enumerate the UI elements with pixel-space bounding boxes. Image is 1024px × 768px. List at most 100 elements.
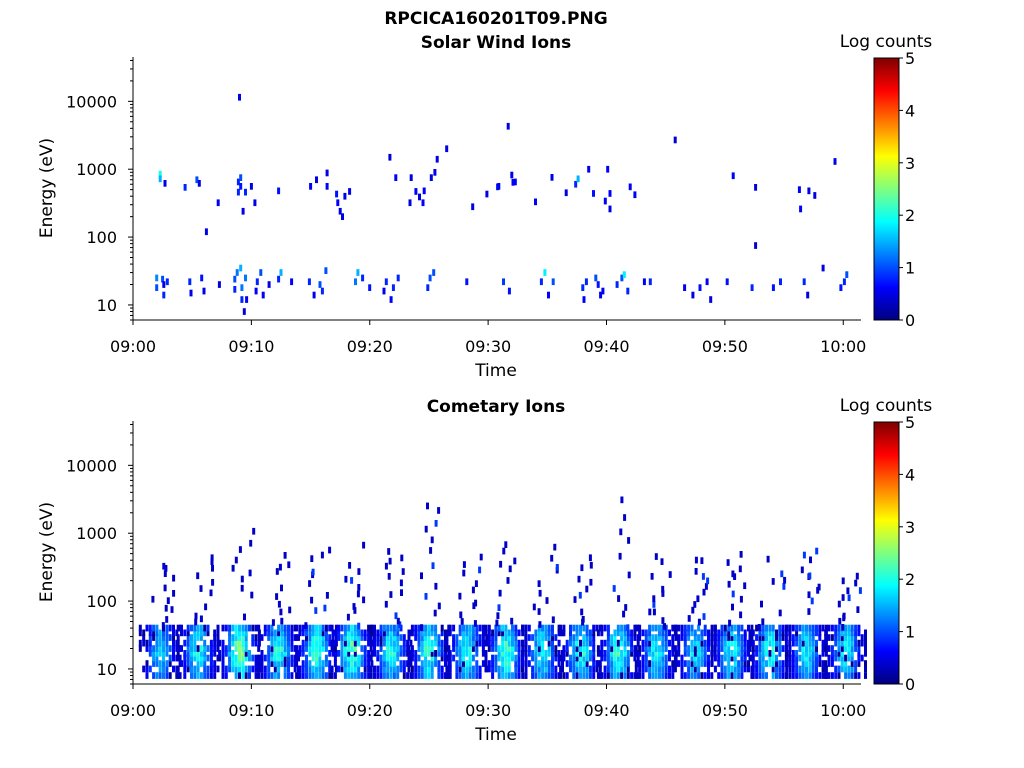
spectrogram-cell [565,639,569,647]
spectrogram-cell [584,278,588,286]
spectrogram-cell [623,624,627,632]
spectrogram-cell [661,654,665,662]
spectrogram-cell [673,624,677,632]
spectrogram-cell [561,665,564,673]
spectrogram-cell [471,645,475,652]
spectrogram-cell [818,672,822,679]
spectrogram-cell [768,654,772,662]
spectrogram-cell [155,645,159,652]
spectrogram-cell [620,665,624,673]
spectrogram-cell [437,665,441,673]
spectrogram-cell [844,624,848,632]
spectrogram-cell [347,634,351,641]
spectrogram-cell [424,639,428,647]
spectrogram-cell [651,624,655,632]
spectrogram-cell [287,654,290,662]
spectrogram-cell [517,639,521,647]
spectrogram-cell [680,654,684,662]
spectrogram-cell [677,645,681,652]
spectrogram-cell [347,660,351,667]
spectrogram-cell [723,624,727,632]
spectrogram-cell [280,624,284,632]
spectrogram-cell [569,624,572,632]
spectrogram-cell [654,660,658,667]
spectrogram-cell [155,650,159,657]
spectrogram-cell [850,665,854,673]
spectrogram-cell [343,660,347,667]
spectrogram-cell [644,665,648,673]
spectrogram-cell [388,153,392,161]
spectrogram-cell [270,645,274,652]
spectrogram-cell [641,660,645,667]
spectrogram-cell [324,267,328,274]
spectrogram-cell [183,660,187,667]
spectrogram-cell [273,654,277,662]
spectrogram-cell [305,672,308,679]
spectrogram-cell [527,660,531,667]
spectrogram-cell [687,645,691,652]
spectrogram-cell [175,629,179,637]
spectrogram-cell [630,672,634,679]
y-tick-label: 100 [86,592,117,611]
spectrogram-cell [641,654,645,662]
spectrogram-cell [710,672,714,679]
spectrogram-cell [554,672,558,679]
spectrogram-cell [784,639,788,647]
spectrogram-cell [805,639,808,647]
spectrogram-cell [465,629,469,637]
spectrogram-cell [297,654,300,662]
spectrogram-cell [703,629,707,637]
spectrogram-cell [357,665,361,673]
spectrogram-cell [391,284,395,291]
spectrogram-cell [434,520,438,527]
spectrogram-cell [401,568,405,575]
colorbar-tick-label: 3 [905,518,915,537]
spectrogram-cell [579,645,582,652]
spectrogram-cell [194,618,198,626]
spectrogram-cell [445,629,449,637]
spectrogram-cell [847,650,851,657]
spectrogram-cell [837,645,841,652]
spectrogram-cell [328,639,332,647]
spectrogram-cell [713,650,717,657]
spectrogram-cell [654,634,658,641]
spectrogram-cell [785,650,789,657]
spectrogram-cell [554,650,558,657]
spectrogram-cell [376,629,380,637]
spectrogram-cell [321,624,325,632]
spectrogram-cell [644,660,648,667]
spectrogram-cell [524,650,528,657]
spectrogram-cell [592,624,596,632]
spectrogram-cell [354,278,357,286]
spectrogram-cell [661,672,665,679]
cometary-colorbar [873,421,900,685]
spectrogram-cell [402,645,406,652]
spectrogram-cell [341,213,344,220]
spectrogram-cell [458,592,462,600]
spectrogram-cell [165,660,169,667]
spectrogram-cell [494,645,498,652]
spectrogram-cell [846,587,850,595]
spectrogram-cell [452,639,456,647]
spectrogram-cell [410,654,414,662]
spectrogram-cell [407,660,411,667]
spectrogram-cell [408,199,412,207]
spectrogram-cell [747,665,750,673]
spectrogram-cell [481,639,485,647]
spectrogram-cell [484,639,488,647]
spectrogram-cell [460,618,464,625]
spectrogram-cell [277,672,281,679]
spectrogram-cell [176,624,180,632]
spectrogram-cell [484,624,488,632]
spectrogram-cell [267,650,271,657]
y-tick-label: 1000 [76,524,117,543]
spectrogram-cell [273,645,277,652]
spectrogram-cell [267,624,271,632]
spectrogram-cell [768,629,772,637]
spectrogram-cell [448,665,452,673]
spectrogram-cell [802,551,806,559]
spectrogram-cell [251,624,255,632]
spectrogram-cell [524,639,528,647]
spectrogram-cell [475,650,479,657]
spectrogram-cell [155,624,159,632]
